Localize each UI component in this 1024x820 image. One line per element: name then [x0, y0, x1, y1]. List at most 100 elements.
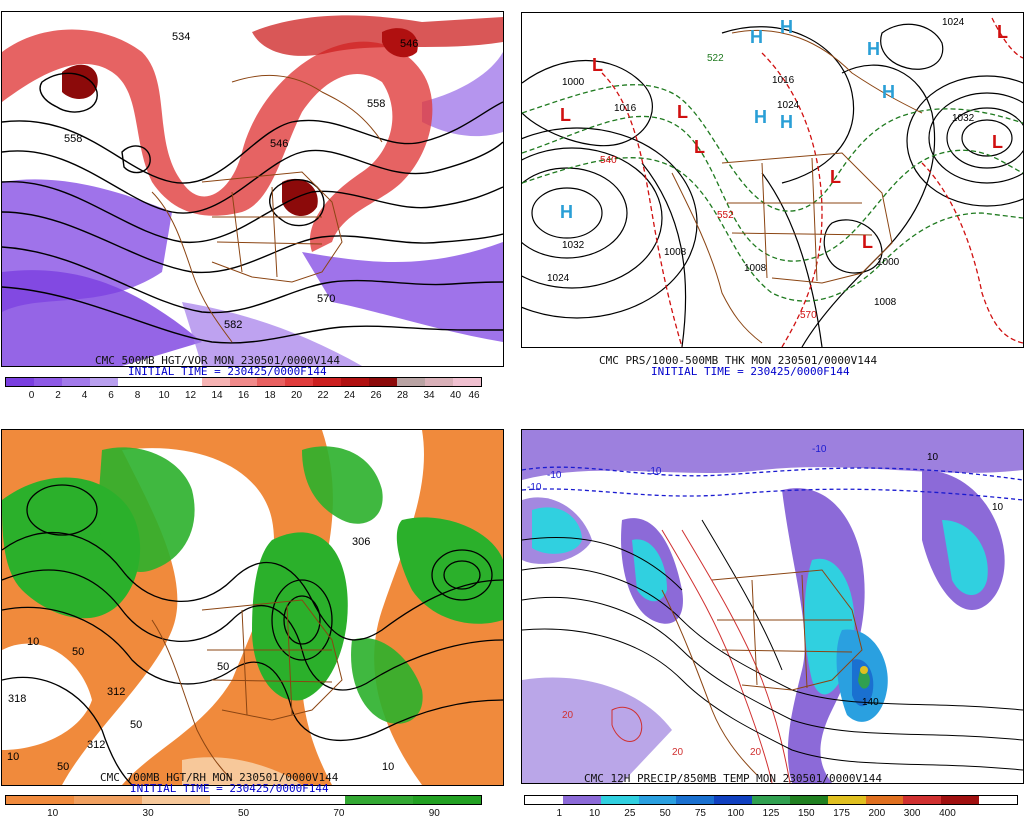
- legend-tick-label: 10: [158, 390, 170, 401]
- legend-swatch: [33, 378, 62, 386]
- color-legend-bar: [5, 795, 482, 805]
- legend-tick-label: 10: [589, 808, 601, 819]
- legend-swatch: [425, 378, 453, 386]
- contour-label: 50: [72, 646, 84, 658]
- panel-pressure-thickness: H H H H H H H L L L L L L L L 1000 1016 …: [519, 0, 1024, 400]
- legend-tick-label: 200: [868, 808, 886, 819]
- legend-tick-label: 8: [134, 390, 141, 401]
- color-legend-ticks: 0 2 4 6 8 10 12 14 16 18 20 22 24 26 28 34 40 46: [5, 390, 482, 402]
- legend-tick-label: 20: [290, 390, 303, 401]
- contour-label: 1008: [664, 247, 687, 258]
- low-pressure-marker: L: [992, 132, 1003, 152]
- vorticity-map-graphic: 534 558 546 582 570 546 558: [2, 12, 503, 366]
- map-500mb-vorticity: 534 558 546 582 570 546 558: [1, 11, 504, 367]
- map-precip-temperature: -10 -10 -10 10 20 20 20 10 -10 140: [521, 429, 1024, 784]
- legend-swatch: [453, 378, 481, 386]
- high-pressure-marker: H: [750, 27, 763, 47]
- contour-label: 570: [317, 293, 335, 305]
- contour-label: 1016: [772, 75, 795, 86]
- low-pressure-marker: L: [560, 105, 571, 125]
- legend-swatch: [413, 796, 482, 804]
- contour-label: 582: [224, 319, 242, 331]
- legend-tick-label: 150: [797, 808, 815, 819]
- contour-label: 10: [382, 761, 394, 773]
- legend-swatch: [638, 796, 677, 804]
- legend-tick-label: 2: [55, 390, 61, 401]
- legend-swatch: [73, 796, 142, 804]
- legend-tick-label: 50: [659, 808, 671, 819]
- high-pressure-marker: H: [780, 17, 793, 37]
- temperature-label: -10: [527, 482, 542, 493]
- legend-tick-label: 75: [694, 808, 706, 819]
- thickness-label: 540: [600, 155, 617, 166]
- legend-tick-label: 18: [264, 390, 276, 401]
- legend-tick-label: 28: [396, 390, 409, 401]
- temperature-label: -10: [647, 466, 662, 477]
- contour-label: 1024: [777, 100, 800, 111]
- legend-swatch: [789, 796, 828, 804]
- legend-tick-label: 30: [142, 808, 154, 819]
- contour-label: 306: [352, 536, 370, 548]
- legend-tick-label: 300: [903, 808, 921, 819]
- legend-tick-label: 1: [556, 808, 563, 819]
- low-pressure-marker: L: [694, 137, 705, 157]
- legend-swatch: [61, 378, 90, 386]
- legend-tick-label: 34: [423, 390, 435, 401]
- contour-label: 1032: [952, 113, 975, 124]
- contour-label: 50: [57, 761, 69, 773]
- high-pressure-marker: H: [754, 107, 767, 127]
- color-legend-bar: [5, 377, 482, 387]
- legend-swatch: [6, 796, 74, 804]
- legend-swatch: [600, 796, 639, 804]
- legend-swatch: [903, 796, 942, 804]
- high-pressure-marker: H: [780, 112, 793, 132]
- legend-swatch: [277, 796, 346, 804]
- temperature-label: 10: [992, 502, 1004, 513]
- thickness-label: 522: [707, 53, 724, 64]
- legend-tick-label: 25: [624, 808, 636, 819]
- legend-swatch: [257, 378, 286, 386]
- legend-swatch: [145, 378, 174, 386]
- high-pressure-marker: H: [560, 202, 573, 222]
- contour-label: 1016: [614, 103, 637, 114]
- legend-swatch: [89, 378, 118, 386]
- contour-label: 10: [7, 751, 19, 763]
- legend-tick-label: 70: [333, 808, 345, 819]
- legend-swatch: [979, 796, 1017, 804]
- contour-label: 1024: [942, 17, 965, 28]
- initial-time-caption: INITIAL TIME = 230425/0000F144: [128, 365, 327, 378]
- contour-label: 318: [8, 693, 26, 705]
- legend-tick-label: 400: [939, 808, 956, 819]
- low-pressure-marker: L: [677, 102, 688, 122]
- humidity-map-graphic: 318 312 312 306 10 50 50 50 10 50 10: [2, 430, 503, 785]
- legend-tick-label: 22: [317, 390, 329, 401]
- pressure-map-graphic: H H H H H H H L L L L L L L L 1000 1016 …: [522, 13, 1023, 347]
- contour-label: 558: [367, 98, 385, 110]
- legend-swatch: [229, 378, 258, 386]
- panel-caption: CMC 700MB HGT/RH MON 230501/0000V144: [100, 771, 339, 784]
- thickness-label: 552: [717, 210, 734, 221]
- low-pressure-marker: L: [592, 55, 603, 75]
- temperature-label: -10: [547, 470, 562, 481]
- low-pressure-marker: L: [862, 232, 873, 252]
- legend-tick-label: 6: [108, 390, 114, 401]
- legend-swatch: [525, 796, 563, 804]
- contour-label: 1008: [874, 297, 897, 308]
- high-pressure-marker: H: [867, 39, 880, 59]
- legend-swatch: [865, 796, 904, 804]
- legend-tick-label: 10: [47, 808, 59, 819]
- legend-swatch: [397, 378, 426, 386]
- legend-tick-label: 24: [343, 390, 356, 401]
- panel-caption: CMC 12H PRECIP/850MB TEMP MON 230501/000…: [584, 772, 883, 785]
- precip-map-graphic: -10 -10 -10 10 20 20 20 10 -10 140: [522, 430, 1023, 783]
- legend-swatch: [941, 796, 980, 804]
- legend-swatch: [562, 796, 601, 804]
- panel-precip-850mb-temp: -10 -10 -10 10 20 20 20 10 -10 140 CMC 1…: [519, 419, 1024, 819]
- temperature-label: -10: [812, 444, 827, 455]
- legend-swatch: [173, 378, 202, 386]
- contour-label: 1008: [744, 263, 767, 274]
- high-pressure-marker: H: [882, 82, 895, 102]
- contour-label: 534: [172, 31, 190, 43]
- temperature-label: 20: [672, 747, 684, 758]
- legend-swatch: [285, 378, 314, 386]
